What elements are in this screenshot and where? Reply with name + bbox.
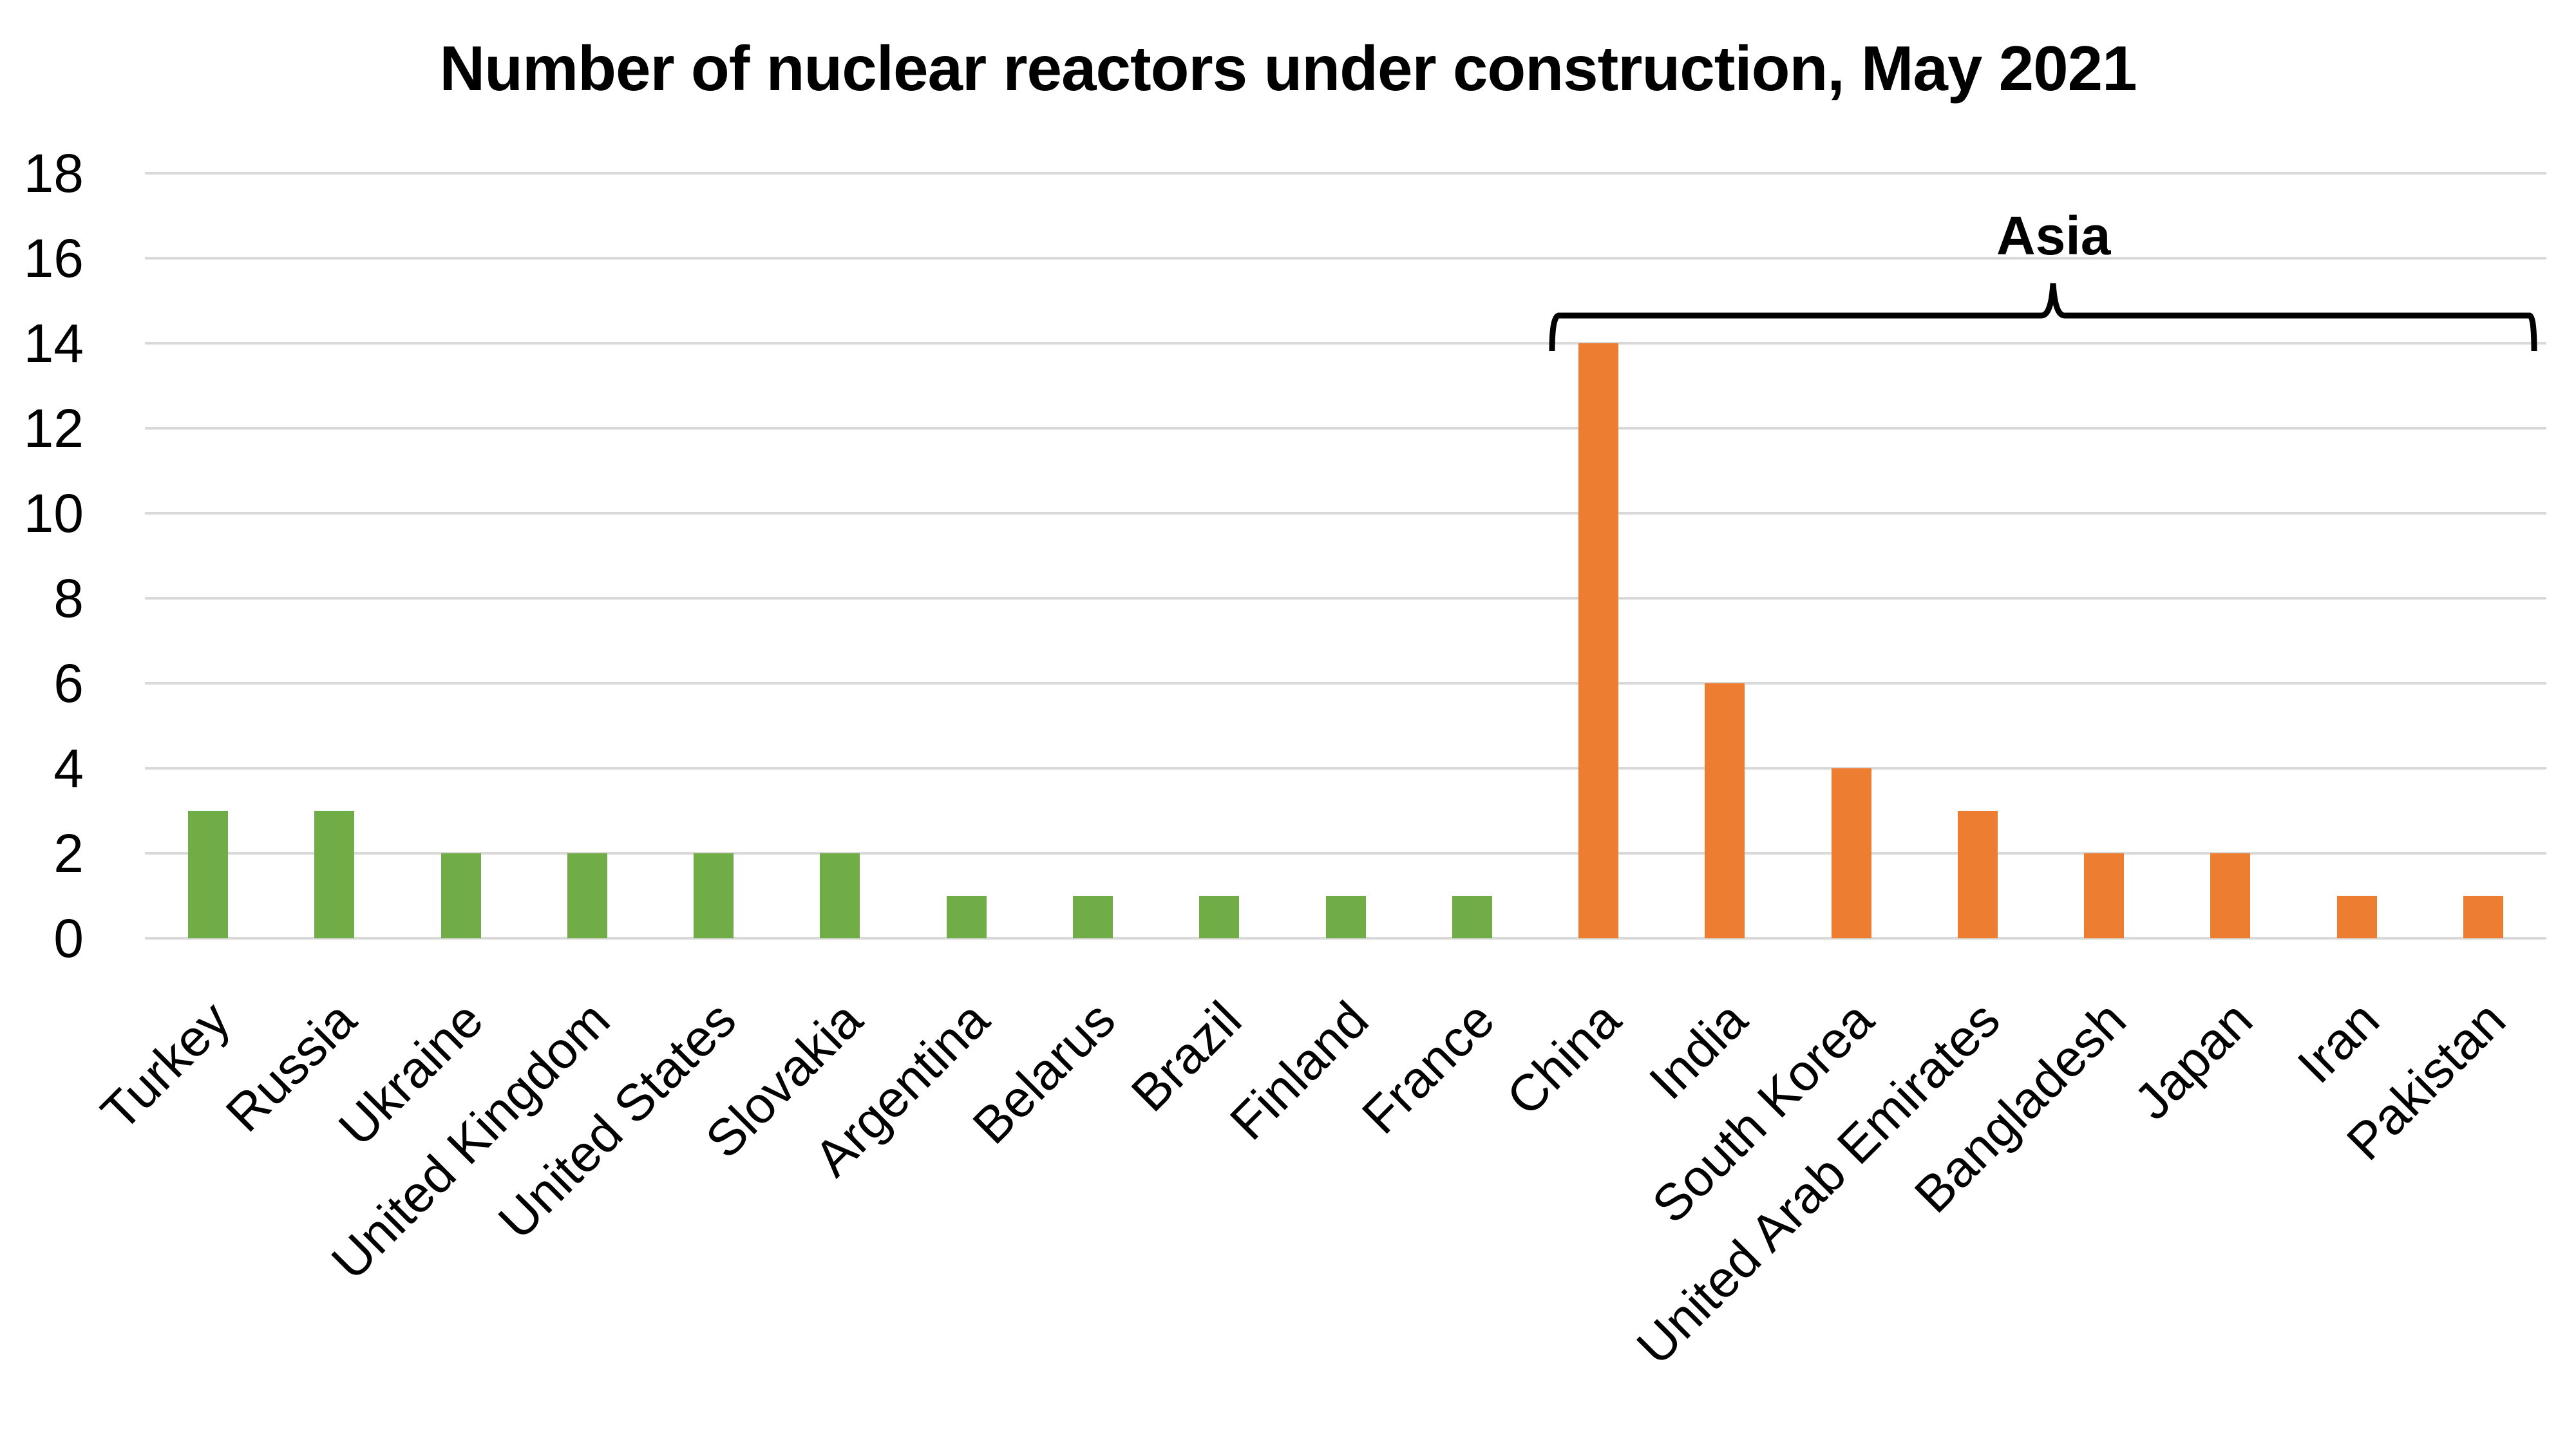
y-tick-label: 8 [53,568,84,629]
y-tick-label: 18 [23,143,84,204]
gridline [145,597,2546,600]
gridline [145,767,2546,770]
gridline [145,172,2546,175]
bar-pakistan [2463,896,2503,938]
gridline [145,937,2546,940]
bar-india [1705,683,1745,938]
y-tick-label: 16 [23,228,84,289]
bar-united-kingdom [567,853,607,938]
gridline [145,342,2546,345]
bar-turkey [188,811,229,938]
bar-argentina [946,896,987,938]
gridline [145,427,2546,430]
bar-united-arab-emirates [1957,811,1998,938]
y-tick-label: 10 [23,483,84,544]
bar-china [1578,343,1619,938]
bar-south-korea [1831,768,1871,938]
bar-france [1452,896,1492,938]
bar-united-states [694,853,734,938]
y-tick-label: 6 [53,653,84,714]
bar-japan [2210,853,2251,938]
bar-finland [1325,896,1366,938]
bar-ukraine [440,853,481,938]
asia-annotation-label: Asia [1996,205,2111,266]
bar-belarus [1072,896,1113,938]
chart-title: Number of nuclear reactors under constru… [439,33,2137,104]
y-tick-label: 4 [53,738,84,799]
bar-brazil [1199,896,1240,938]
y-tick-label: 14 [23,313,84,374]
bar-russia [314,811,355,938]
gridline [145,257,2546,260]
y-tick-label: 12 [23,398,84,459]
gridline [145,852,2546,855]
bar-iran [2336,896,2377,938]
bar-bangladesh [2084,853,2125,938]
bar-slovakia [820,853,860,938]
y-tick-label: 0 [53,908,84,969]
gridline [145,512,2546,515]
gridline [145,682,2546,685]
y-tick-label: 2 [53,823,84,884]
